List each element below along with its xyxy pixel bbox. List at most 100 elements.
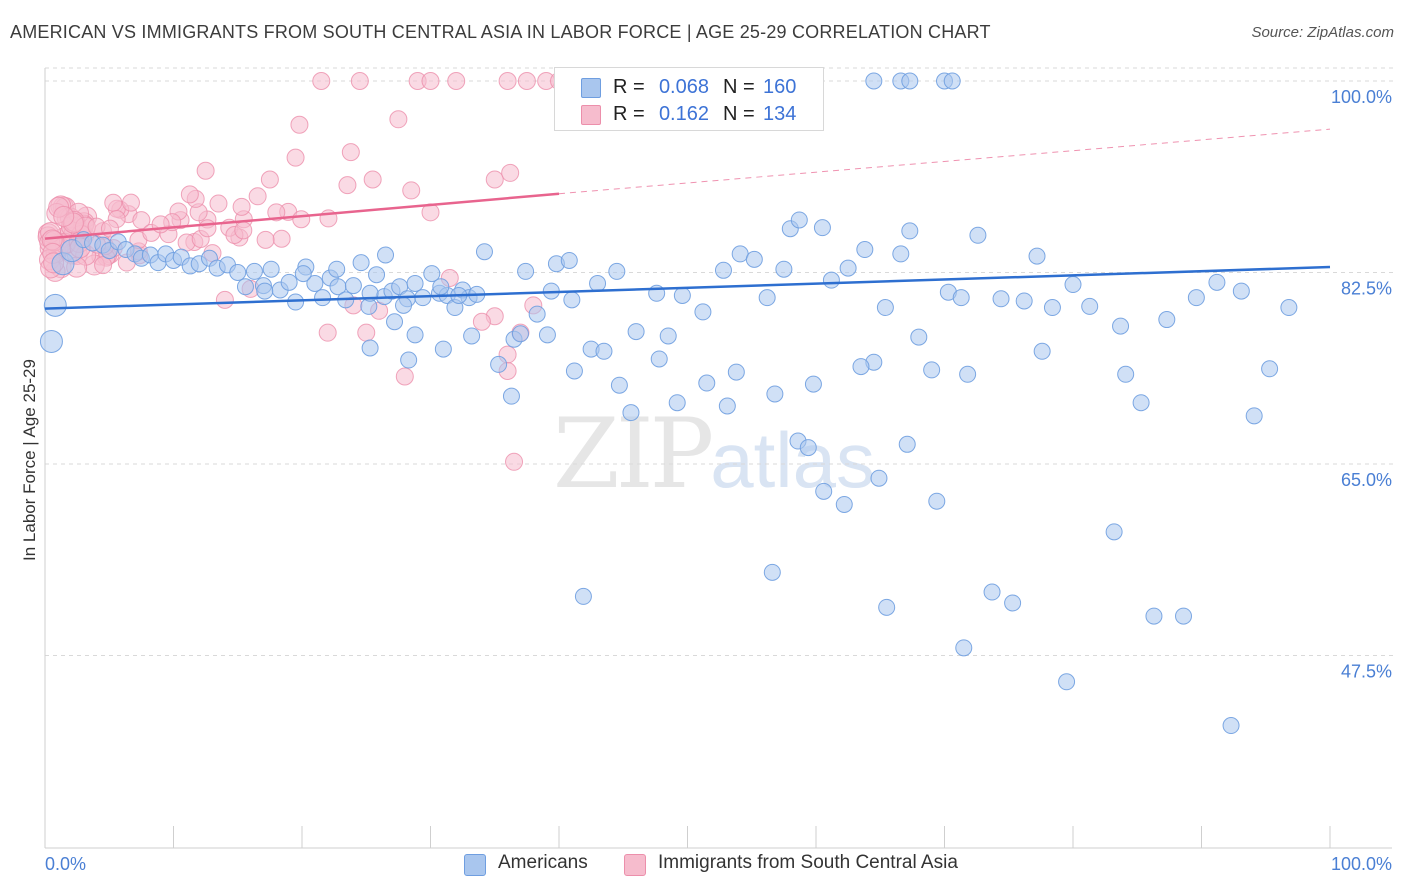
- americans-point: [344, 277, 362, 295]
- americans-point: [983, 583, 1001, 601]
- immigrants-point: [267, 203, 286, 222]
- americans-point: [236, 278, 254, 296]
- immigrants-point: [312, 72, 331, 90]
- immigrants-point: [389, 110, 408, 129]
- americans-point: [763, 563, 781, 581]
- immigrants-point: [357, 323, 376, 342]
- americans-point: [698, 374, 716, 392]
- y-tick-label: 47.5%: [1341, 662, 1392, 682]
- americans-point: [1033, 342, 1051, 360]
- americans-point: [992, 290, 1010, 308]
- americans-point: [1043, 299, 1061, 317]
- americans-point: [423, 265, 441, 283]
- immigrants-point: [286, 148, 305, 167]
- r-value-immigrants: 0.162: [658, 103, 709, 125]
- americans-point: [1004, 594, 1022, 612]
- americans-point: [368, 266, 386, 284]
- americans-point: [245, 262, 263, 280]
- americans-point: [511, 325, 529, 343]
- americans-point: [1058, 673, 1076, 691]
- americans-point: [1261, 360, 1279, 378]
- immigrants-point: [272, 229, 291, 248]
- americans-point: [361, 339, 379, 357]
- chart-title: AMERICAN VS IMMIGRANTS FROM SOUTH CENTRA…: [10, 22, 991, 42]
- americans-point: [574, 587, 592, 605]
- americans-point: [560, 251, 578, 269]
- gridlines: [45, 67, 1394, 656]
- americans-point: [1208, 273, 1226, 291]
- americans-point: [813, 219, 831, 237]
- immigrants-point: [402, 181, 421, 200]
- americans-point: [229, 264, 247, 281]
- americans-point: [822, 271, 840, 289]
- axes: [44, 68, 1392, 849]
- americans-point: [314, 289, 332, 307]
- americans-point: [377, 246, 395, 264]
- americans-point: [1280, 299, 1298, 317]
- americans-point: [1105, 523, 1123, 541]
- immigrants-point: [132, 211, 151, 230]
- americans-point: [928, 492, 946, 510]
- americans-point: [856, 241, 874, 259]
- americans-point: [306, 274, 324, 292]
- americans-point: [294, 265, 312, 283]
- americans-point: [352, 254, 370, 272]
- americans-points: [39, 72, 1298, 735]
- americans-point: [608, 262, 626, 280]
- americans-point: [563, 291, 581, 309]
- americans-point: [1015, 292, 1033, 310]
- americans-point: [256, 282, 274, 300]
- americans-point: [865, 72, 883, 90]
- n-value-immigrants: 134: [763, 103, 797, 125]
- r-label: R =: [613, 76, 645, 98]
- tick-labels: 47.5% 65.0% 82.5% 100.0% 0.0% 100.0%: [45, 87, 1392, 874]
- immigrants-point: [363, 170, 382, 189]
- americans-point: [406, 274, 424, 292]
- immigrants-point: [501, 163, 520, 182]
- americans-point: [565, 362, 583, 380]
- immigrants-point: [209, 194, 228, 213]
- americans-point: [804, 375, 822, 393]
- americans-point: [1175, 607, 1193, 625]
- americans-point: [434, 340, 452, 358]
- immigrants-point: [505, 452, 524, 471]
- r-label: R =: [613, 103, 645, 125]
- americans-point: [901, 222, 919, 240]
- immigrants-point: [256, 230, 275, 249]
- americans-point: [406, 326, 424, 344]
- americans-point: [901, 72, 919, 90]
- immigrants-point: [121, 193, 140, 212]
- americans-point: [595, 342, 613, 360]
- immigrants-point: [517, 72, 536, 90]
- americans-point: [610, 376, 628, 394]
- n-value-americans: 160: [763, 76, 797, 98]
- americans-point: [1158, 311, 1176, 329]
- americans-point: [815, 482, 833, 500]
- americans-point: [878, 598, 896, 616]
- americans-point: [731, 245, 749, 263]
- americans-point: [659, 327, 677, 345]
- americans-point: [400, 351, 418, 369]
- americans-point: [287, 293, 305, 311]
- americans-point: [463, 327, 481, 345]
- y-axis-label: In Labor Force | Age 25-29: [20, 359, 39, 561]
- americans-point: [432, 278, 450, 296]
- americans-point: [490, 355, 508, 373]
- immigrants-point: [104, 193, 123, 212]
- immigrants-point: [290, 115, 309, 134]
- y-tick-label: 100.0%: [1331, 87, 1392, 107]
- n-label: N =: [723, 103, 755, 125]
- n-label: N =: [723, 76, 755, 98]
- americans-point: [714, 261, 732, 279]
- americans-point: [969, 226, 987, 244]
- immigrants-point: [395, 367, 414, 386]
- americans-point: [839, 259, 857, 277]
- immigrants-swatch: [581, 105, 601, 125]
- americans-point: [870, 469, 888, 487]
- americans-point: [943, 72, 961, 90]
- immigrants-point: [151, 215, 170, 234]
- americans-point: [39, 329, 63, 353]
- americans-point: [852, 358, 870, 376]
- immigrants-point: [472, 312, 491, 331]
- immigrants-trend-extension: [558, 128, 1331, 195]
